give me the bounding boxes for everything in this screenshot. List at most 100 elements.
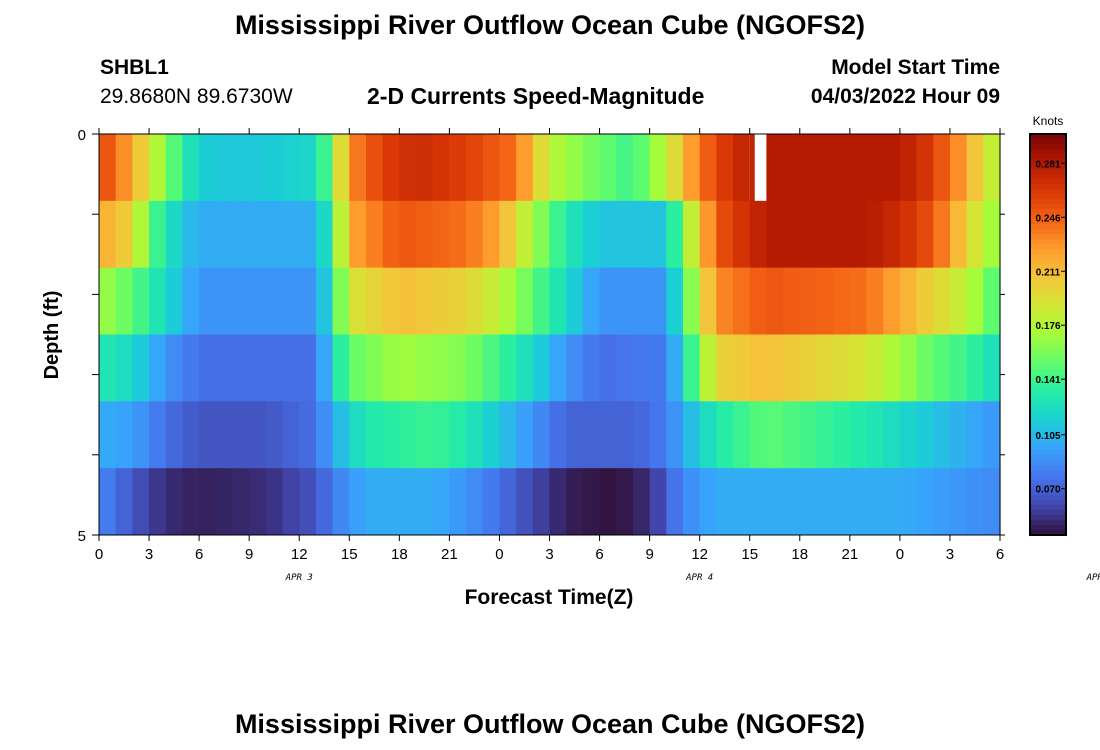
heatmap-cell (149, 468, 167, 536)
heatmap-cell (115, 468, 133, 536)
x-tick-label: 15 (741, 546, 758, 563)
heatmap-cell (182, 468, 200, 536)
heatmap-cell (499, 134, 517, 202)
heatmap-cell (749, 200, 768, 269)
heatmap-cell (365, 401, 384, 469)
heatmap-cell (299, 267, 317, 335)
heatmap-cell (949, 468, 968, 536)
colorbar-step (1030, 244, 1066, 250)
colorbar-step (1030, 494, 1066, 501)
heatmap-cell (265, 401, 284, 469)
heatmap-cell (983, 267, 1001, 335)
heatmap-cell (749, 401, 768, 469)
heatmap-cell (215, 468, 234, 536)
heatmap-cell (849, 334, 868, 402)
colorbar-step (1030, 474, 1066, 481)
heatmap-cell (215, 200, 234, 269)
heatmap-cell (532, 134, 551, 202)
heatmap-cell (232, 267, 250, 335)
x-tick-label: 6 (996, 546, 1004, 563)
heatmap-cell (933, 267, 951, 335)
colorbar-step (1030, 409, 1066, 416)
heatmap-cell (616, 200, 634, 269)
colorbar-step (1030, 384, 1066, 391)
heatmap-cell (949, 267, 968, 335)
heatmap-cell (265, 334, 284, 402)
heatmap-cell (816, 468, 834, 536)
heatmap-cell (382, 334, 400, 402)
colorbar-step (1030, 414, 1066, 421)
heatmap-cell (99, 200, 117, 269)
colorbar-step (1030, 299, 1066, 306)
heatmap-cell (766, 401, 784, 469)
colorbar-step (1030, 364, 1066, 371)
colorbar-step (1030, 214, 1066, 220)
heatmap-cell (816, 334, 834, 402)
heatmap-cell (249, 468, 267, 536)
heatmap-cell (799, 334, 818, 402)
heatmap-cell (382, 200, 400, 269)
heatmap-cell (949, 134, 968, 202)
heatmap-cell (432, 334, 450, 402)
colorbar-step (1030, 459, 1066, 466)
x-tick-label: 9 (245, 546, 253, 563)
heatmap-cell (582, 334, 601, 402)
heatmap-cell (566, 134, 584, 202)
heatmap-cell (966, 468, 984, 536)
heatmap-cell (599, 267, 617, 335)
colorbar-tick-label: 0.281 (1035, 159, 1060, 170)
colorbar-step (1030, 209, 1066, 215)
heatmap-cell (182, 267, 200, 335)
heatmap-cell (666, 200, 684, 269)
chart-title: Mississippi River Outflow Ocean Cube (NG… (234, 10, 866, 40)
heatmap-cell (582, 401, 601, 469)
colorbar-step (1030, 424, 1066, 431)
heatmap-cell (966, 134, 984, 202)
heatmap-cell (332, 334, 350, 402)
colorbar-step (1030, 334, 1066, 341)
heatmap-cell (265, 468, 284, 536)
heatmap-cell (332, 267, 350, 335)
heatmap-cell (232, 200, 250, 269)
heatmap-cell (749, 468, 768, 536)
colorbar-step (1030, 329, 1066, 336)
heatmap-cell (716, 134, 734, 202)
colorbar-step (1030, 169, 1066, 175)
heatmap-cell (449, 468, 467, 536)
heatmap-cell (315, 468, 334, 536)
heatmap-cell (549, 401, 567, 469)
heatmap-cell (916, 468, 934, 536)
x-axis-label: Forecast Time(Z) (465, 586, 634, 609)
heatmap-cell (365, 134, 384, 202)
heatmap-cell (733, 334, 751, 402)
heatmap-cell (149, 334, 167, 402)
heatmap-cell (949, 334, 968, 402)
heatmap-cell (449, 401, 467, 469)
colorbar-step (1030, 419, 1066, 426)
heatmap-cell (199, 267, 217, 335)
heatmap-cell (332, 401, 350, 469)
heatmap-cell (616, 267, 634, 335)
heatmap-cell (566, 334, 584, 402)
colorbar-step (1030, 429, 1066, 436)
heatmap-cell (199, 468, 217, 536)
colorbar-step (1030, 204, 1066, 210)
colorbar-tick-label: 0.176 (1035, 321, 1060, 332)
heatmap-cell (215, 267, 234, 335)
x-tick-label: 12 (691, 546, 708, 563)
heatmap-cell (332, 134, 350, 202)
colorbar-step (1030, 189, 1066, 195)
colorbar-step (1030, 374, 1066, 381)
colorbar-step (1030, 139, 1066, 145)
heatmap-cell (983, 134, 1001, 202)
heatmap-cell (783, 334, 801, 402)
heatmap-cell (299, 334, 317, 402)
heatmap-cell (299, 401, 317, 469)
colorbar-step (1030, 184, 1066, 190)
heatmap-cell (365, 468, 384, 536)
colorbar-step (1030, 369, 1066, 376)
heatmap-cell (566, 468, 584, 536)
heatmap-cell (516, 468, 534, 536)
x-tick-label: 18 (791, 546, 808, 563)
heatmap-cell (599, 134, 617, 202)
